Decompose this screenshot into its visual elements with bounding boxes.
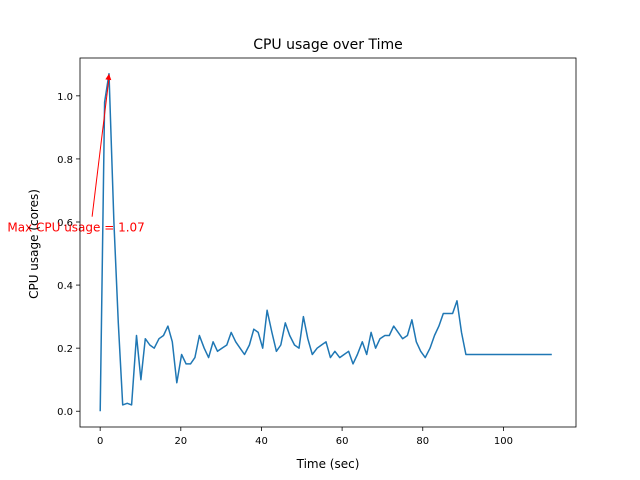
plot-frame xyxy=(79,57,577,428)
y-tick-label: 0.4 xyxy=(57,281,73,292)
y-axis-label: CPU usage (cores) xyxy=(27,189,41,299)
chart-marks: 0 20 40 60 80 100 0.0 0.2 0.4 0.6 0.8 1.0 Max CPU us… xyxy=(7,57,577,447)
x-tick-label: 60 xyxy=(336,436,349,447)
x-tick-label: 0 xyxy=(97,436,103,447)
y-tick-label: 0.6 xyxy=(57,218,73,229)
series-line-0 xyxy=(99,73,552,412)
annotation-arrow-head xyxy=(105,73,112,81)
annotation-text: Max CPU usage = 1.07 xyxy=(7,221,144,235)
y-tick-label: 0.2 xyxy=(57,344,73,355)
y-tick-label: 0.0 xyxy=(57,407,73,418)
x-tick-label: 20 xyxy=(174,436,187,447)
x-axis-label: Time (sec) xyxy=(296,457,360,471)
x-tick-label: 80 xyxy=(416,436,429,447)
x-tick-label: 40 xyxy=(255,436,268,447)
y-tick-label: 0.8 xyxy=(57,155,73,166)
annotation-arrow-line xyxy=(91,77,110,217)
y-tick-label: 1.0 xyxy=(57,92,73,103)
x-tick-label: 100 xyxy=(494,436,513,447)
chart-title: CPU usage over Time xyxy=(253,37,403,53)
